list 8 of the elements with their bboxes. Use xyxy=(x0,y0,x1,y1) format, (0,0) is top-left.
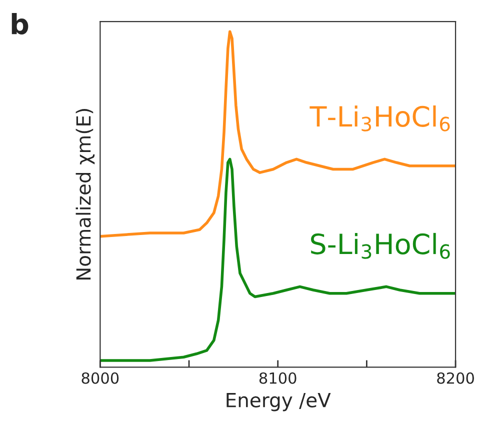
series-label: S-Li$_{3}$HoCl$_{6}$ xyxy=(311,232,450,259)
x-tick-label: 8200 xyxy=(437,372,474,384)
series-label: T-Li$_{3}$HoCl$_{6}$ xyxy=(310,105,450,132)
x-tick-label: 8100 xyxy=(259,372,296,384)
text: b xyxy=(12,12,28,34)
x-tick-label: 8000 xyxy=(82,372,119,384)
x-axis-title: Energy /eV xyxy=(226,393,331,412)
y-axis-title: Normalized χm(E) xyxy=(76,109,95,280)
